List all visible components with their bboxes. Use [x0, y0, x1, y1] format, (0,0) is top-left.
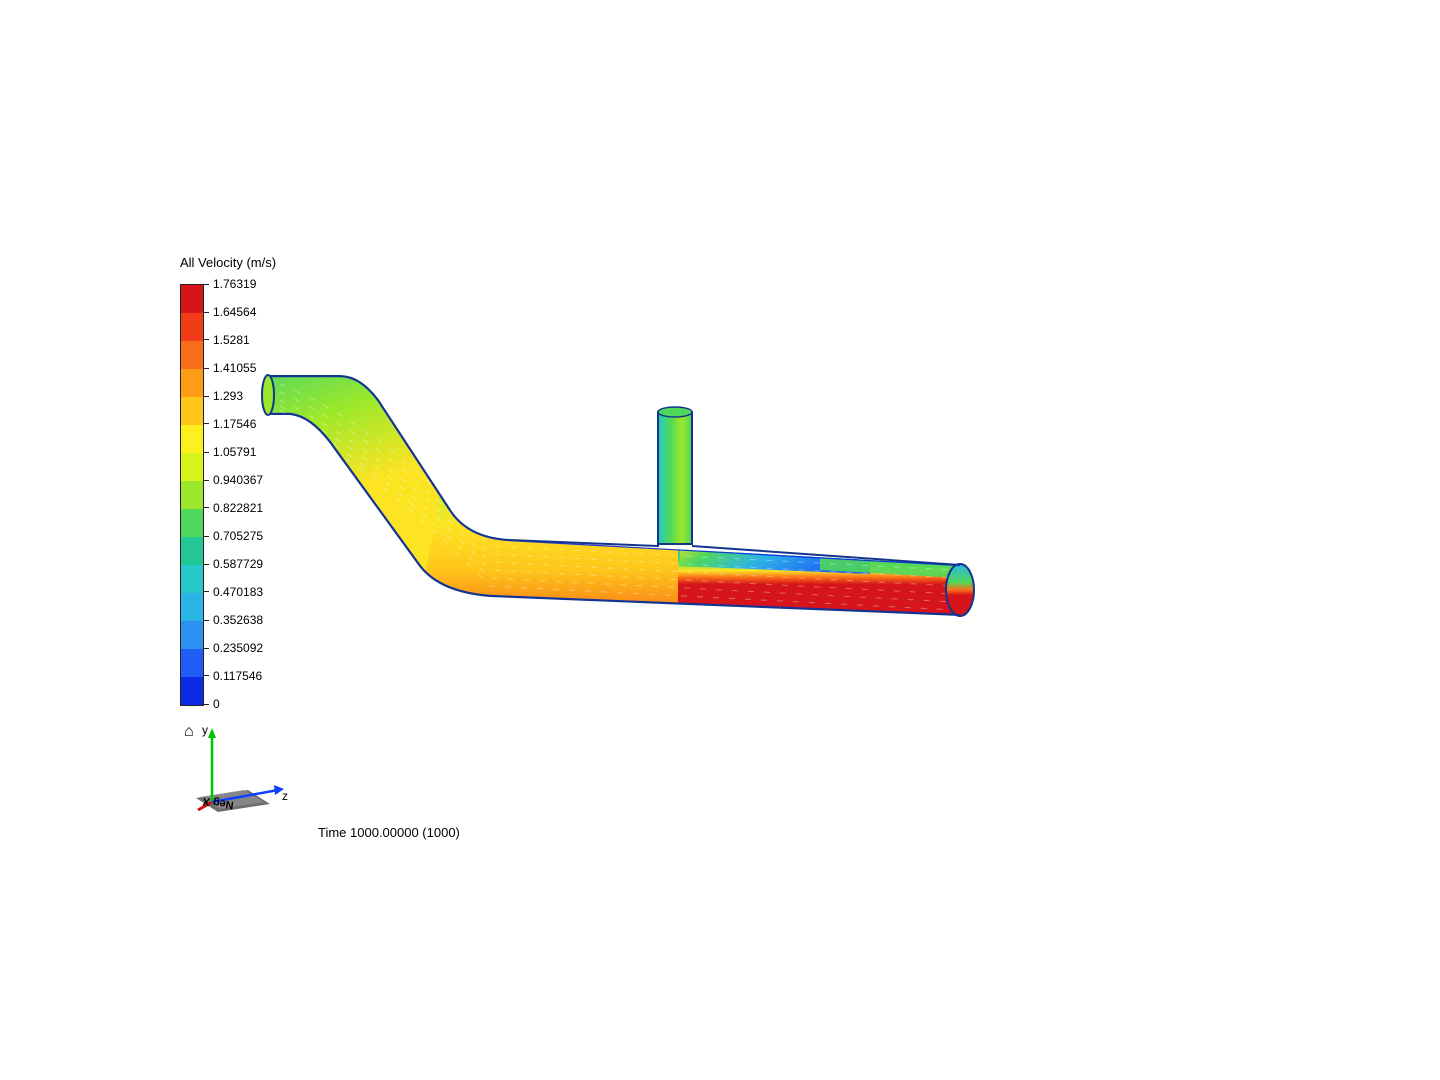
orientation-triad[interactable]: ⌂ y z Neg X [178, 720, 298, 820]
legend-tick-label: 1.17546 [213, 417, 256, 431]
legend-tick-label: 1.41055 [213, 361, 256, 375]
legend-segment [181, 397, 203, 425]
legend-tick: 0.822821 [203, 501, 263, 515]
legend-tick-label: 0.352638 [213, 613, 263, 627]
legend-tick-label: 0.940367 [213, 473, 263, 487]
legend-segment [181, 537, 203, 565]
legend-tick-label: 0.822821 [213, 501, 263, 515]
legend-segment [181, 481, 203, 509]
legend-segment [181, 593, 203, 621]
legend-tick-label: 0.587729 [213, 557, 263, 571]
legend-tick: 0 [203, 697, 220, 711]
legend-tick: 0.587729 [203, 557, 263, 571]
simulation-result-view: All Velocity (m/s) 1.76319 1.64564 1.5281 1… [0, 0, 1440, 1080]
legend-tick: 0.352638 [203, 613, 263, 627]
legend-tick: 1.64564 [203, 305, 256, 319]
legend-tick: 1.293 [203, 389, 243, 403]
inlet-cap [262, 375, 274, 415]
legend-tick: 1.17546 [203, 417, 256, 431]
outlet-cap [946, 564, 974, 616]
legend-tick-label: 0.235092 [213, 641, 263, 655]
legend-tick: 1.05791 [203, 445, 256, 459]
legend-tick-label: 1.05791 [213, 445, 256, 459]
legend-tick-label: 0 [213, 697, 220, 711]
legend-tick-label: 0.470183 [213, 585, 263, 599]
legend-segment [181, 649, 203, 677]
legend-title: All Velocity (m/s) [180, 255, 360, 270]
velocity-contour-plot [260, 370, 980, 630]
axis-z-label: z [282, 789, 288, 803]
legend-tick-label: 1.5281 [213, 333, 250, 347]
legend-tick: 0.235092 [203, 641, 263, 655]
legend-segment [181, 509, 203, 537]
time-caption: Time 1000.00000 (1000) [318, 825, 460, 840]
legend-tick-label: 1.76319 [213, 277, 256, 291]
legend-tick-label: 0.117546 [213, 669, 262, 683]
legend-tick-label: 0.705275 [213, 529, 263, 543]
branch-pipe [658, 407, 692, 544]
legend-segment [181, 621, 203, 649]
legend-tick: 0.470183 [203, 585, 263, 599]
legend-segment [181, 425, 203, 453]
legend-color-bar [180, 284, 204, 706]
legend-tick: 1.41055 [203, 361, 256, 375]
legend-segment [181, 453, 203, 481]
legend-tick: 0.117546 [203, 669, 262, 683]
legend-tick-label: 1.64564 [213, 305, 256, 319]
legend-tick-label: 1.293 [213, 389, 243, 403]
legend-tick: 0.940367 [203, 473, 263, 487]
legend-segment [181, 313, 203, 341]
legend-segment [181, 341, 203, 369]
legend-segment [181, 285, 203, 313]
legend-segment [181, 565, 203, 593]
legend-tick: 0.705275 [203, 529, 263, 543]
legend-segment [181, 369, 203, 397]
axis-y-label: y [202, 723, 208, 737]
legend-tick: 1.5281 [203, 333, 250, 347]
legend-tick: 1.76319 [203, 277, 256, 291]
home-icon: ⌂ [184, 723, 194, 740]
legend-segment [181, 677, 203, 705]
